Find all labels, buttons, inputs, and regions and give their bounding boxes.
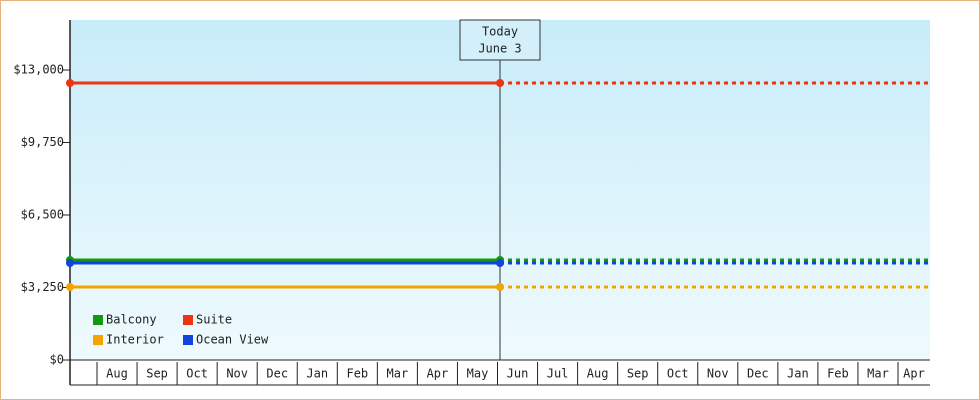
legend-swatch (93, 335, 103, 345)
x-tick-label: Jan (787, 367, 809, 381)
x-tick-label: Jun (507, 367, 529, 381)
x-tick-label: Apr (903, 367, 925, 381)
x-tick-label: Dec (747, 367, 769, 381)
legend-label: Ocean View (196, 333, 269, 347)
x-tick-label: Mar (867, 367, 889, 381)
today-label: Today (482, 25, 518, 39)
y-tick-label: $3,250 (21, 280, 64, 294)
x-tick-label: Nov (226, 367, 248, 381)
point (66, 78, 74, 87)
today-box (459, 19, 541, 61)
x-tick-label: Sep (146, 367, 168, 381)
point (496, 259, 504, 268)
x-tick-label: Oct (667, 367, 689, 381)
legend-swatch (93, 315, 103, 325)
today-label: June 3 (478, 42, 521, 56)
y-tick-label: $0 (50, 353, 64, 367)
point (496, 283, 504, 292)
x-tick-label: Aug (587, 367, 609, 381)
legend-label: Balcony (106, 313, 157, 327)
x-tick-label: Feb (346, 367, 368, 381)
y-tick-label: $13,000 (13, 62, 64, 76)
x-tick-label: Jul (547, 367, 569, 381)
y-tick-label: $6,500 (21, 207, 64, 221)
legend-label: Suite (196, 313, 232, 327)
legend-swatch (183, 315, 193, 325)
point (496, 78, 504, 87)
x-tick-label: Apr (427, 367, 449, 381)
x-tick-label: May (467, 367, 489, 381)
x-tick-label: Oct (186, 367, 208, 381)
legend-swatch (183, 335, 193, 345)
legend-label: Interior (106, 333, 164, 347)
x-tick-label: Dec (266, 367, 288, 381)
x-tick-label: Feb (827, 367, 849, 381)
x-tick-label: Mar (387, 367, 409, 381)
x-tick-label: Aug (106, 367, 128, 381)
y-tick-label: $9,750 (21, 135, 64, 149)
point (66, 283, 74, 292)
x-tick-label: Sep (627, 367, 649, 381)
x-tick-label: Jan (306, 367, 328, 381)
point (66, 259, 74, 268)
x-tick-label: Nov (707, 367, 729, 381)
